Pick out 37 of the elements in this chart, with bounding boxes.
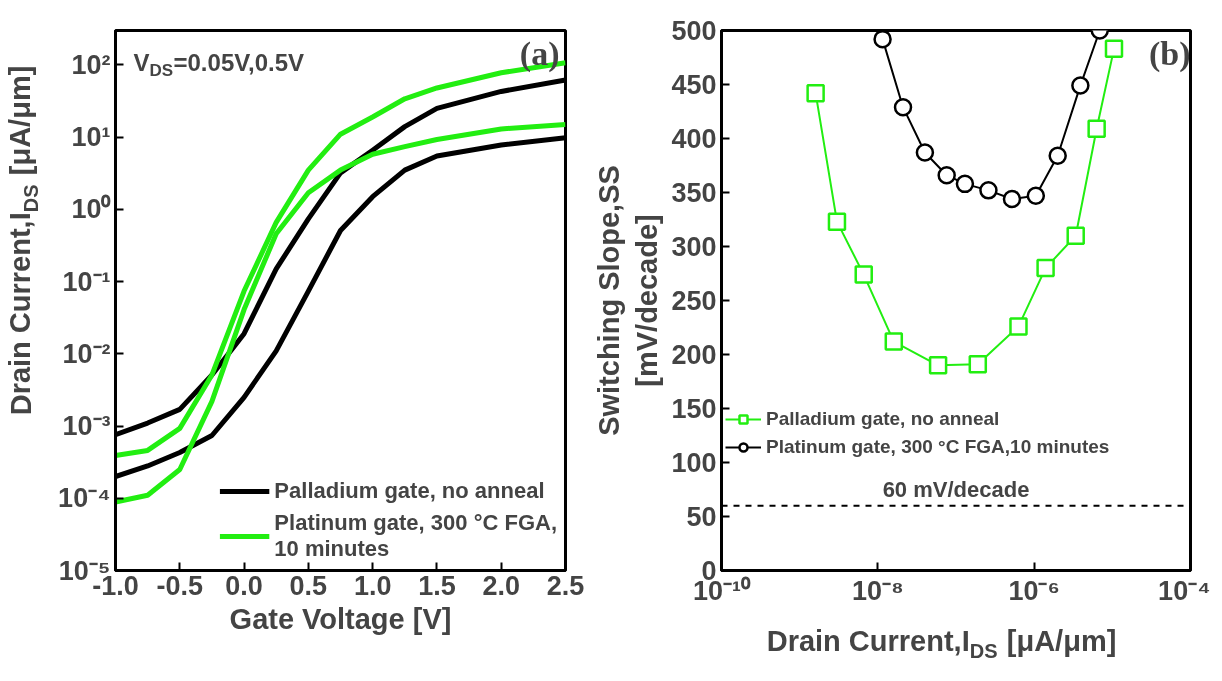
legend-label: Platinum gate, 300 °C FGA, 10 minutes [274, 510, 557, 562]
x-tick-label: 10⁻⁶ [1008, 575, 1060, 606]
y-tick-label: 400 [671, 124, 717, 154]
y-tick-label: 450 [671, 70, 717, 100]
y-tick-label: 10¹ [71, 122, 111, 153]
ref-line-label: 60 mV/decade [882, 476, 1030, 502]
y-tick-label: 10⁻² [62, 338, 111, 369]
y-tick-label: 100 [671, 448, 717, 478]
annotation: (a) [519, 34, 560, 73]
y-tick-label: 150 [671, 394, 717, 424]
y-axis-title: Drain Current,IDS [μA/μm] [4, 65, 42, 416]
y-tick-label: 300 [671, 232, 717, 262]
legend-label: Palladium gate, no anneal [766, 408, 1000, 430]
x-tick-label: 2.5 [546, 570, 585, 601]
y-tick-label: 10⁻⁴ [58, 483, 111, 514]
x-tick-label: 0.5 [289, 570, 328, 601]
legend-label: Palladium gate, no anneal [274, 478, 545, 504]
x-tick-label: 10⁻⁸ [851, 575, 904, 606]
y-tick-label: 500 [671, 16, 717, 46]
x-axis-title: Gate Voltage [V] [229, 602, 452, 635]
y-tick-label: 200 [671, 340, 717, 370]
y-tick-label: 250 [671, 286, 717, 316]
legend-label: Platinum gate, 300 °C FGA,10 minutes [766, 436, 1110, 458]
y-tick-label: 50 [686, 502, 717, 532]
annotation: (b) [1148, 34, 1191, 73]
x-tick-label: 0.0 [225, 570, 263, 601]
y-axis-title: Switching Slope,SS [mV/decade] [593, 165, 664, 436]
x-tick-label: 10⁻⁴ [1158, 575, 1211, 606]
x-tick-label: 2.0 [482, 570, 520, 601]
y-tick-label: 10⁻³ [62, 411, 111, 442]
x-tick-label: 1.5 [418, 570, 456, 601]
y-tick-label: 350 [671, 178, 717, 208]
x-tick-label: -0.5 [156, 570, 204, 601]
y-tick-label: 10² [71, 49, 111, 80]
y-tick-label: 10⁻¹ [62, 266, 111, 297]
x-tick-label: 1.0 [353, 570, 392, 601]
y-tick-label: 10⁰ [71, 194, 112, 225]
